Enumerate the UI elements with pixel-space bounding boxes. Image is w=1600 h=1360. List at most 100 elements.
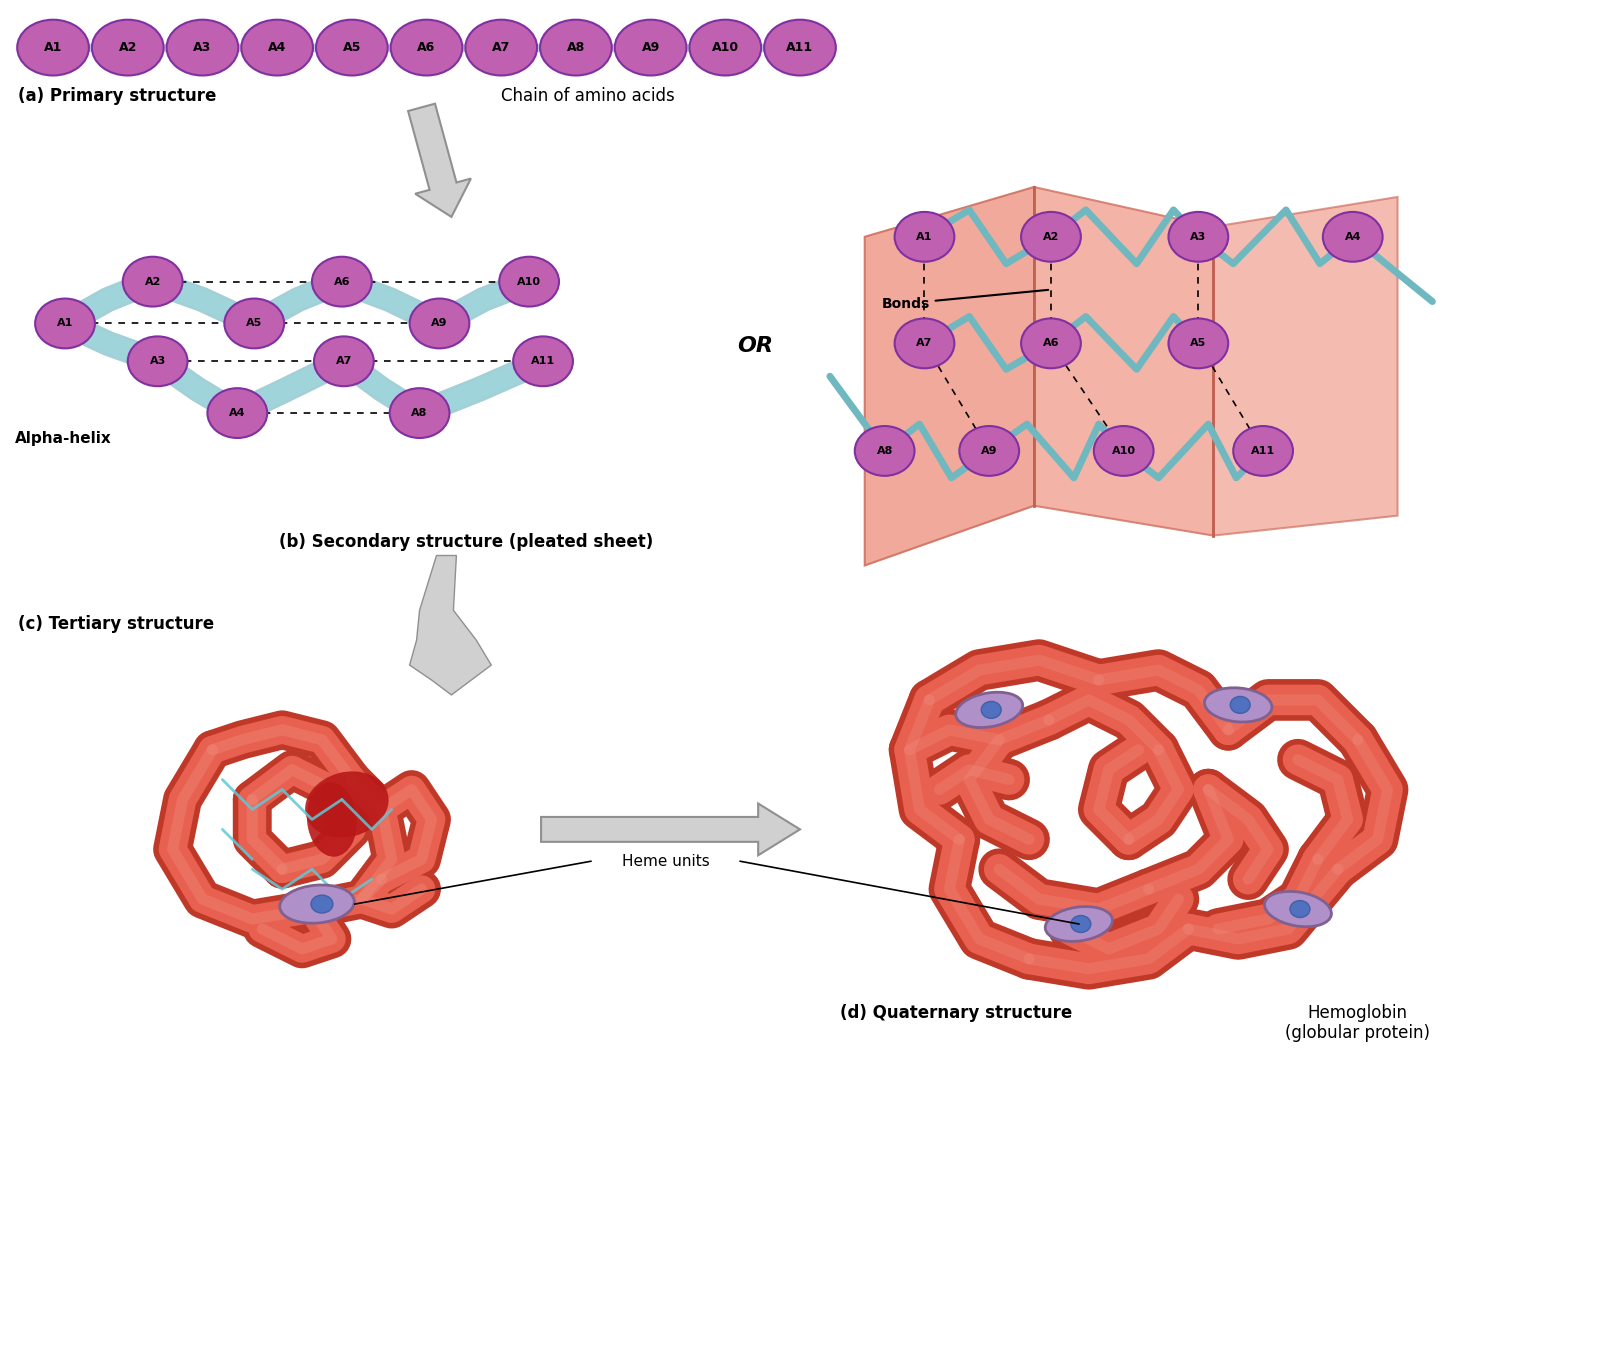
Ellipse shape (310, 895, 333, 913)
Text: A3: A3 (1190, 231, 1206, 242)
Ellipse shape (392, 392, 446, 427)
Text: A4: A4 (267, 41, 286, 54)
Text: A6: A6 (334, 276, 350, 287)
Ellipse shape (1168, 212, 1229, 261)
Ellipse shape (126, 261, 179, 295)
Text: A11: A11 (787, 41, 813, 54)
Text: A9: A9 (981, 446, 997, 456)
Ellipse shape (1024, 216, 1078, 250)
FancyArrow shape (408, 103, 470, 216)
Ellipse shape (1230, 696, 1250, 714)
Polygon shape (1213, 197, 1397, 536)
Text: A2: A2 (144, 276, 162, 287)
Ellipse shape (1171, 322, 1226, 358)
Text: A3: A3 (149, 356, 166, 366)
Ellipse shape (320, 24, 384, 63)
Text: A7: A7 (917, 339, 933, 348)
FancyArrow shape (541, 804, 800, 855)
Ellipse shape (128, 336, 187, 386)
Ellipse shape (1045, 907, 1112, 941)
Ellipse shape (245, 24, 309, 63)
Ellipse shape (211, 392, 264, 427)
Ellipse shape (315, 261, 368, 295)
Text: Bonds: Bonds (882, 290, 1048, 310)
Ellipse shape (541, 19, 611, 75)
Ellipse shape (1171, 216, 1226, 250)
Ellipse shape (314, 336, 374, 386)
Ellipse shape (466, 19, 538, 75)
Text: A2: A2 (1043, 231, 1059, 242)
Text: A6: A6 (418, 41, 435, 54)
Text: A9: A9 (642, 41, 659, 54)
Text: A10: A10 (712, 41, 739, 54)
Ellipse shape (208, 388, 267, 438)
Text: A8: A8 (877, 446, 893, 456)
Ellipse shape (131, 340, 184, 375)
Text: A4: A4 (1344, 231, 1362, 242)
Text: A7: A7 (493, 41, 510, 54)
Text: A6: A6 (1043, 339, 1059, 348)
Ellipse shape (1070, 915, 1091, 933)
Ellipse shape (1326, 216, 1379, 250)
Ellipse shape (854, 426, 915, 476)
Text: (c) Tertiary structure: (c) Tertiary structure (18, 615, 214, 634)
Text: A1: A1 (43, 41, 62, 54)
Text: Heme units: Heme units (622, 854, 709, 869)
Ellipse shape (1021, 318, 1082, 369)
Ellipse shape (227, 302, 282, 337)
Text: (d) Quaternary structure: (d) Quaternary structure (840, 1004, 1072, 1021)
Ellipse shape (1290, 900, 1310, 918)
Ellipse shape (166, 19, 238, 75)
Ellipse shape (690, 19, 762, 75)
Text: A8: A8 (566, 41, 586, 54)
Text: A11: A11 (1251, 446, 1275, 456)
Ellipse shape (1237, 430, 1290, 465)
Text: A5: A5 (342, 41, 362, 54)
Ellipse shape (315, 19, 387, 75)
Ellipse shape (981, 702, 1002, 718)
Ellipse shape (1234, 426, 1293, 476)
Ellipse shape (544, 24, 608, 63)
Text: A10: A10 (517, 276, 541, 287)
Ellipse shape (307, 782, 357, 857)
Text: Chain of amino acids: Chain of amino acids (501, 87, 675, 106)
Ellipse shape (1323, 212, 1382, 261)
Ellipse shape (1168, 318, 1229, 369)
Text: (a) Primary structure: (a) Primary structure (18, 87, 216, 106)
Ellipse shape (960, 426, 1019, 476)
Ellipse shape (280, 885, 354, 923)
Text: Alpha-helix: Alpha-helix (16, 431, 112, 446)
Text: A7: A7 (336, 356, 352, 366)
Text: (b) Secondary structure (pleated sheet): (b) Secondary structure (pleated sheet) (280, 533, 653, 551)
Ellipse shape (91, 19, 163, 75)
Ellipse shape (614, 19, 686, 75)
Ellipse shape (38, 302, 91, 337)
Ellipse shape (123, 257, 182, 306)
Ellipse shape (955, 692, 1022, 728)
Ellipse shape (618, 24, 683, 63)
Ellipse shape (693, 24, 757, 63)
Text: A1: A1 (917, 231, 933, 242)
Text: A1: A1 (58, 318, 74, 329)
Text: Hemoglobin
(globular protein): Hemoglobin (globular protein) (1285, 1004, 1430, 1043)
Ellipse shape (312, 257, 371, 306)
Ellipse shape (898, 322, 952, 358)
Ellipse shape (96, 24, 160, 63)
Text: OR: OR (738, 336, 773, 356)
Ellipse shape (1096, 430, 1150, 465)
Ellipse shape (517, 340, 570, 375)
Ellipse shape (317, 340, 371, 375)
Ellipse shape (514, 336, 573, 386)
Text: A8: A8 (411, 408, 427, 418)
Ellipse shape (765, 19, 835, 75)
Text: A9: A9 (432, 318, 448, 329)
Ellipse shape (499, 257, 558, 306)
PathPatch shape (410, 555, 491, 695)
Ellipse shape (1094, 426, 1154, 476)
Ellipse shape (1264, 891, 1331, 926)
Ellipse shape (1024, 322, 1078, 358)
Text: A10: A10 (1112, 446, 1136, 456)
Ellipse shape (35, 299, 94, 348)
Ellipse shape (1021, 212, 1082, 261)
Ellipse shape (390, 19, 462, 75)
